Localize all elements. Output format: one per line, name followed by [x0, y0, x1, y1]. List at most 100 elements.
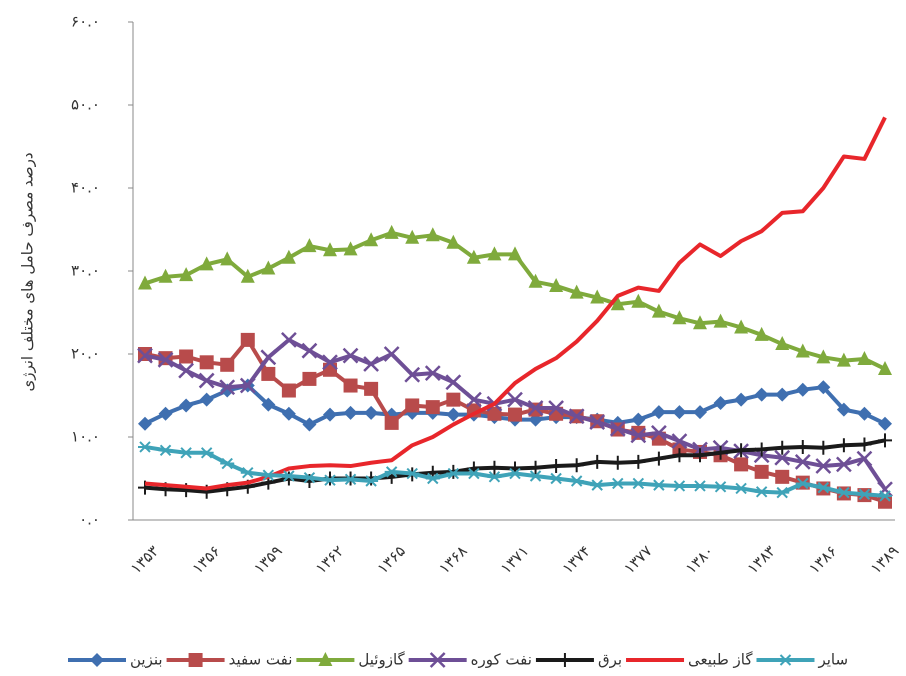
marker [241, 468, 255, 478]
marker [344, 379, 358, 393]
marker [385, 347, 399, 361]
marker [159, 445, 173, 455]
marker [631, 478, 645, 488]
y-tick-label: ۶۰.۰ [71, 13, 100, 31]
x-tick-label: ۱۳۵۳ [127, 542, 163, 578]
legend-marker [90, 653, 104, 667]
legend-marker [558, 653, 572, 667]
marker [282, 333, 296, 347]
legend-label: سایر [817, 651, 848, 669]
legend-marker [778, 655, 792, 665]
marker [302, 344, 316, 358]
x-tick-label: ۱۳۸۶ [805, 542, 841, 578]
x-tick-label: ۱۳۶۸ [435, 542, 471, 578]
x-tick-label: ۱۳۸۰ [682, 542, 718, 578]
marker [241, 333, 255, 347]
chart: درصد مصرف حامل های مختلف انرژی ۰.۰ ۱۰.۰ ۲۰… [0, 0, 906, 676]
y-tick-label: ۰.۰ [79, 511, 100, 529]
marker [590, 480, 604, 490]
marker [549, 459, 563, 473]
marker [261, 367, 275, 381]
x-tick-label: ۱۳۷۷ [620, 542, 656, 578]
marker [385, 225, 399, 239]
legend-item: نفت کوره [409, 651, 532, 669]
marker [796, 440, 810, 454]
marker [672, 405, 686, 419]
marker [220, 251, 234, 265]
marker [405, 398, 419, 412]
x-tick-label: ۱۳۵۶ [189, 542, 225, 578]
legend-label: برق [598, 651, 622, 669]
marker [652, 452, 666, 466]
legend-label: گاز طبیعی [688, 651, 753, 669]
legend-item: گازوئیل [296, 651, 405, 669]
legend-item: بنزین [68, 651, 163, 669]
y-tick-label: ۱۰.۰ [71, 428, 100, 446]
y-axis-title: درصد مصرف حامل های مختلف انرژی [19, 152, 37, 391]
marker [446, 408, 460, 422]
legend-item: گاز طبیعی [626, 651, 753, 669]
marker [508, 408, 522, 422]
marker [282, 384, 296, 398]
marker [837, 438, 851, 452]
marker [302, 372, 316, 386]
marker [693, 481, 707, 491]
marker [775, 470, 789, 484]
marker [714, 482, 728, 492]
marker [734, 457, 748, 471]
marker [385, 416, 399, 430]
marker [179, 398, 193, 412]
marker [364, 382, 378, 396]
marker [775, 388, 789, 402]
legend-marker [189, 653, 203, 667]
marker [631, 455, 645, 469]
marker [734, 483, 748, 493]
marker [179, 364, 193, 378]
legend-label: گازوئیل [358, 651, 405, 669]
legend-item: نفت سفید [167, 651, 293, 669]
marker [426, 400, 440, 414]
marker [857, 407, 871, 421]
x-tick-label: ۱۳۶۵ [374, 542, 410, 578]
marker [652, 405, 666, 419]
marker [590, 455, 604, 469]
x-tick-label: ۱۳۵۹ [250, 542, 286, 578]
marker [364, 406, 378, 420]
marker [138, 417, 152, 431]
marker [714, 396, 728, 410]
marker [220, 459, 234, 469]
x-tick-label: ۱۳۸۹ [867, 542, 903, 578]
marker [631, 413, 645, 427]
marker [734, 393, 748, 407]
x-tick-label: ۱۳۷۴ [559, 542, 595, 578]
y-tick-label: ۲۰.۰ [71, 345, 100, 363]
marker [755, 388, 769, 402]
marker [878, 433, 892, 447]
marker [775, 488, 789, 498]
marker [200, 355, 214, 369]
legend-label: نفت سفید [229, 651, 293, 669]
y-tick-label: ۴۰.۰ [71, 179, 100, 197]
marker [611, 478, 625, 488]
marker [282, 407, 296, 421]
marker [261, 350, 275, 364]
marker [857, 437, 871, 451]
marker [693, 405, 707, 419]
marker [672, 481, 686, 491]
marker [796, 383, 810, 397]
marker [200, 448, 214, 458]
marker [652, 480, 666, 490]
marker [179, 448, 193, 458]
legend-item: برق [536, 651, 622, 669]
legend-item: سایر [756, 651, 848, 669]
marker [549, 474, 563, 484]
marker [755, 487, 769, 497]
x-tick-label: ۱۳۷۱ [497, 542, 533, 578]
marker [200, 393, 214, 407]
marker [323, 363, 337, 377]
marker [323, 408, 337, 422]
marker [755, 465, 769, 479]
marker [816, 441, 830, 455]
marker [138, 442, 152, 452]
marker [344, 406, 358, 420]
